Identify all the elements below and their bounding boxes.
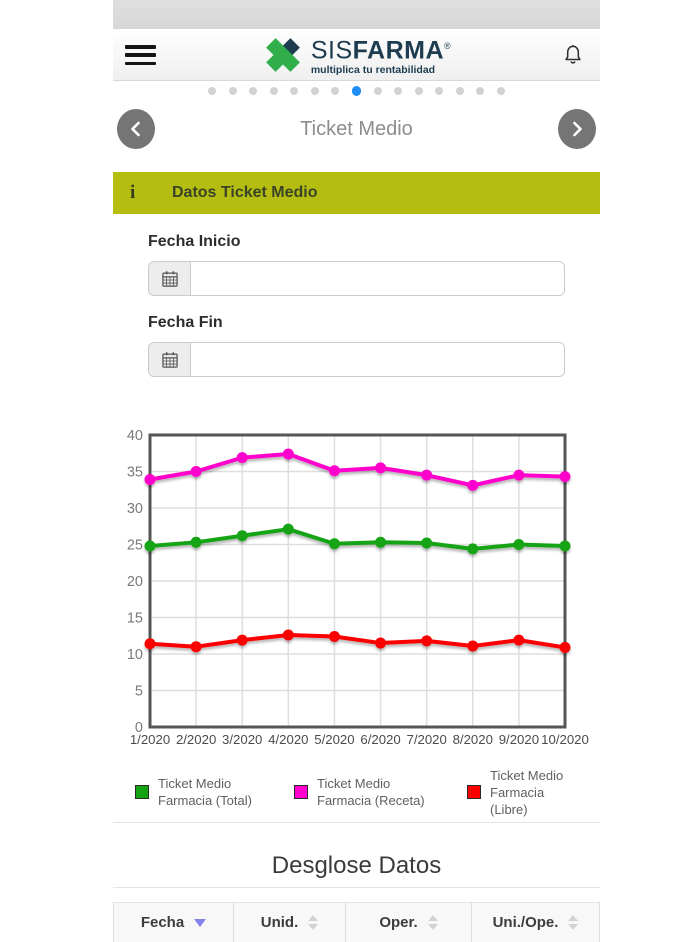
end-date-calendar-button[interactable] <box>149 343 191 376</box>
status-bar <box>113 0 600 29</box>
notifications-bell-icon[interactable] <box>560 42 586 69</box>
legend-item-total: Ticket Medio Farmacia (Total) <box>135 775 268 809</box>
column-header-unid[interactable]: Unid. <box>233 903 345 942</box>
svg-text:3/2020: 3/2020 <box>222 732 262 747</box>
svg-text:4/2020: 4/2020 <box>268 732 308 747</box>
page-title: Ticket Medio <box>300 118 413 140</box>
legend-item-libre: Ticket Medio Farmacia (Libre) <box>467 767 578 818</box>
svg-text:5: 5 <box>135 684 143 700</box>
start-date-input[interactable] <box>191 262 564 295</box>
start-date-group <box>148 261 565 296</box>
svg-text:25: 25 <box>127 538 143 554</box>
next-page-button[interactable] <box>558 109 596 149</box>
sort-icon <box>427 915 438 930</box>
brand-name: SISFARMA® <box>310 36 452 65</box>
carousel-dot[interactable] <box>496 87 505 95</box>
carousel-dot[interactable] <box>435 87 444 95</box>
carousel-dot[interactable] <box>290 87 299 95</box>
svg-text:2/2020: 2/2020 <box>176 732 216 747</box>
brand-tagline: multiplica tu rentabilidad <box>310 64 436 77</box>
svg-text:0: 0 <box>135 720 143 736</box>
divider <box>113 822 600 823</box>
carousel-dot[interactable] <box>228 87 237 95</box>
breakdown-title: Desglose Datos <box>271 852 442 879</box>
column-header-fecha[interactable]: Fecha <box>114 903 233 942</box>
breakdown-table-header: Fecha Unid. Oper. Uni./Ope. <box>113 902 600 942</box>
page-nav: Ticket Medio <box>113 106 600 152</box>
column-header-uni-ope[interactable]: Uni./Ope. <box>471 903 599 942</box>
svg-text:1/2020: 1/2020 <box>130 732 170 747</box>
legend-label-total: Ticket Medio Farmacia (Total) <box>158 776 252 808</box>
previous-page-button[interactable] <box>117 109 155 149</box>
carousel-dot[interactable] <box>269 87 278 95</box>
sort-icon <box>308 915 319 930</box>
chevron-right-icon <box>573 121 582 137</box>
menu-icon[interactable] <box>125 45 156 65</box>
carousel-dot[interactable] <box>394 87 403 95</box>
column-header-oper[interactable]: Oper. <box>345 903 471 942</box>
sort-icon <box>568 915 579 930</box>
svg-text:5/2020: 5/2020 <box>314 732 354 747</box>
sisfarma-logo-icon <box>265 38 300 72</box>
calendar-icon <box>161 270 178 287</box>
svg-text:10/2020: 10/2020 <box>541 732 589 747</box>
svg-text:20: 20 <box>127 574 143 590</box>
carousel-dot[interactable] <box>310 87 319 95</box>
carousel-dot[interactable] <box>373 87 382 95</box>
carousel-dot[interactable] <box>208 87 217 95</box>
svg-text:15: 15 <box>127 611 143 627</box>
info-icon: i <box>130 182 136 203</box>
legend-label-libre: Ticket Medio Farmacia (Libre) <box>490 767 564 817</box>
svg-text:40: 40 <box>127 428 143 444</box>
chart-legend: Ticket Medio Farmacia (Total) Ticket Med… <box>113 764 600 820</box>
app-header: SISFARMA® multiplica tu rentabilidad <box>113 29 600 81</box>
svg-text:7/2020: 7/2020 <box>406 732 446 747</box>
carousel-dot[interactable] <box>249 87 258 95</box>
carousel-dot-active[interactable] <box>351 86 362 96</box>
sort-icon <box>194 918 207 927</box>
end-date-input[interactable] <box>191 343 564 376</box>
chevron-left-icon <box>131 121 140 137</box>
svg-text:6/2020: 6/2020 <box>360 732 400 747</box>
carousel-dot[interactable] <box>476 87 485 95</box>
legend-swatch-libre <box>467 785 481 799</box>
carousel-dots <box>113 84 600 98</box>
svg-text:35: 35 <box>127 465 143 481</box>
phone-screen: SISFARMA® multiplica tu rentabilidad Tic… <box>113 0 600 942</box>
calendar-icon <box>161 351 178 368</box>
carousel-dot[interactable] <box>455 87 464 95</box>
divider <box>113 887 600 888</box>
carousel-dot[interactable] <box>414 87 423 95</box>
panel-title: Datos Ticket Medio <box>172 184 318 201</box>
brand-logo: SISFARMA® multiplica tu rentabilidad <box>113 29 600 81</box>
registered-mark: ® <box>444 40 452 51</box>
carousel-dot[interactable] <box>331 87 340 95</box>
panel-header: i Datos Ticket Medio <box>113 172 600 214</box>
end-date-label: Fecha Fin <box>148 314 223 331</box>
end-date-group <box>148 342 565 377</box>
svg-text:8/2020: 8/2020 <box>453 732 493 747</box>
start-date-label: Fecha Inicio <box>148 233 241 250</box>
svg-text:30: 30 <box>127 501 143 517</box>
legend-item-receta: Ticket Medio Farmacia (Receta) <box>294 775 441 809</box>
svg-text:9/2020: 9/2020 <box>499 732 539 747</box>
svg-text:10: 10 <box>127 647 143 663</box>
legend-swatch-total <box>135 785 149 799</box>
legend-label-receta: Ticket Medio Farmacia (Receta) <box>317 776 425 808</box>
legend-swatch-receta <box>294 785 308 799</box>
ticket-medio-line-chart: 0 5 10 15 20 25 30 35 40 1/2020 2/2020 3/2020 4/2020… <box>127 428 589 747</box>
start-date-calendar-button[interactable] <box>149 262 191 295</box>
